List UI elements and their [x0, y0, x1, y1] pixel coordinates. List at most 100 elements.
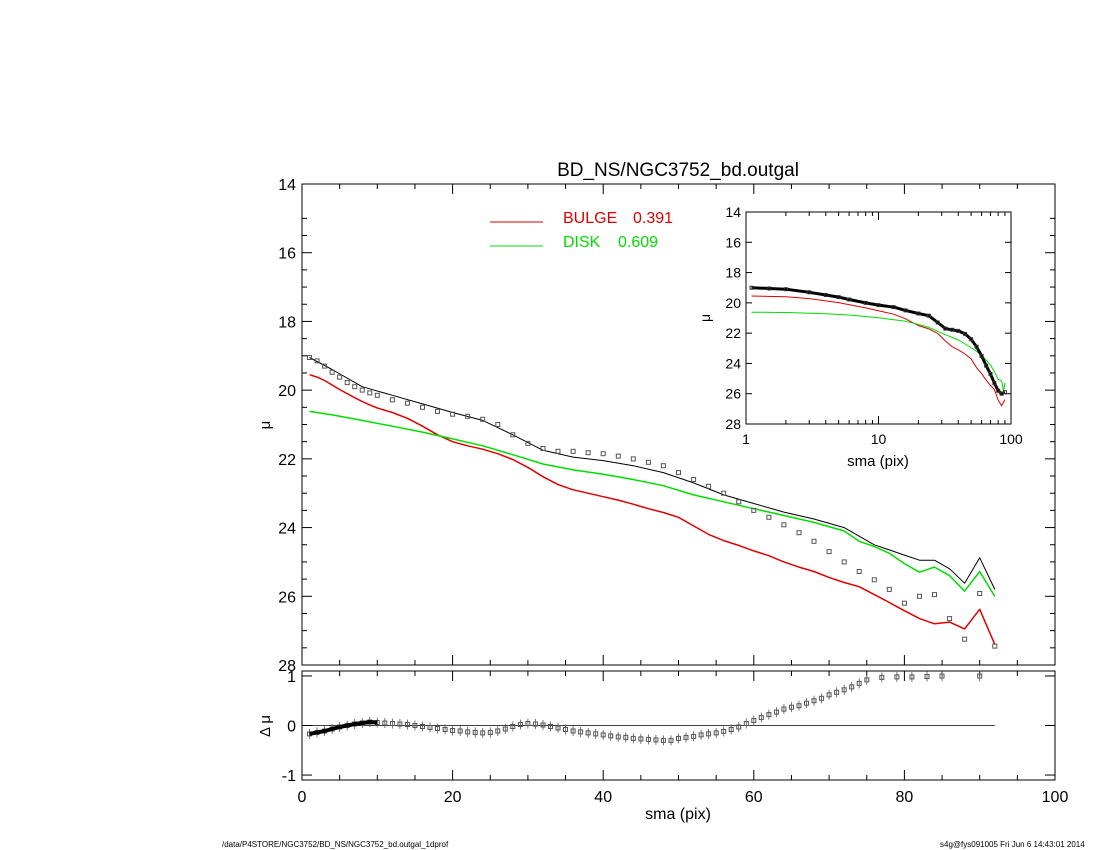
residual-ylabel: Δ μ: [257, 715, 274, 737]
residual-point: [773, 709, 779, 715]
residual-point: [849, 684, 855, 690]
residual-point: [676, 735, 681, 741]
inset-profile-point: [903, 308, 908, 313]
inset-x-tick-label: 10: [871, 431, 887, 447]
inset-profile-point: [984, 363, 989, 368]
residual-point: [389, 721, 395, 726]
legend-bulge-value: 0.391: [633, 210, 673, 227]
residual-point: [819, 695, 825, 701]
residual-point: [510, 724, 516, 729]
residual-point: [834, 689, 840, 695]
residual-point: [856, 680, 862, 686]
profile-point: [450, 411, 456, 417]
inset-profile-point: [749, 285, 754, 290]
residual-point: [743, 721, 749, 726]
profile-point: [811, 538, 817, 544]
profile-point: [736, 499, 742, 505]
main-ticks: 14 16 18 20 22 24 26 28: [278, 177, 1056, 675]
inset-profile-point: [847, 297, 852, 302]
legend-disk-label: DISK: [563, 234, 601, 251]
inset-xlabel: sma (pix): [847, 453, 909, 470]
profile-point: [660, 463, 666, 469]
profile-point: [540, 446, 546, 451]
profile-point: [389, 397, 395, 403]
residual-point: [864, 677, 870, 683]
residual-point: [382, 720, 388, 726]
profile-point: [600, 451, 606, 457]
residual-point: [638, 736, 644, 742]
profile-point: [947, 616, 953, 622]
profile-point: [374, 392, 380, 398]
main-y-tick-label: 28: [278, 658, 296, 675]
inset-marks: [749, 285, 1007, 407]
residual-point: [713, 730, 719, 736]
main-panel: 14 16 18 20 22 24 26 28 μ BULGE 0.391 DISK 0.60…: [257, 177, 1056, 675]
residual-point: [811, 698, 817, 704]
residual-point: [653, 737, 659, 743]
residual-point: [804, 700, 809, 706]
residual-point: [532, 721, 538, 727]
residual-point: [668, 737, 674, 743]
main-y-tick-label: 18: [278, 314, 296, 331]
profile-point: [510, 432, 516, 438]
profile-point: [826, 549, 832, 555]
profile-point: [352, 384, 358, 390]
residual-point: [525, 721, 531, 726]
residual-xlabel: sma (pix): [645, 806, 711, 823]
residual-point: [600, 732, 606, 738]
inset-y-tick-label: 24: [725, 355, 741, 371]
residual-point: [706, 731, 712, 737]
inset-profile-band: [751, 286, 1006, 396]
residual-point: [630, 735, 636, 741]
profile-point: [314, 358, 320, 364]
residual-point: [495, 728, 501, 734]
inset-profile-point: [863, 300, 868, 305]
residual-point: [758, 715, 764, 721]
inset-profile-point: [807, 290, 812, 295]
residual-y-tick-label: -1: [282, 768, 296, 785]
main-y-tick-label: 20: [278, 383, 296, 400]
inset-profile-point: [1002, 390, 1007, 395]
inset-profile-point: [963, 331, 968, 336]
residual-point: [766, 712, 772, 718]
residual-point: [751, 718, 757, 723]
inset-profile-point: [926, 313, 931, 318]
profile-point: [932, 592, 937, 598]
residual-point: [977, 673, 983, 679]
profile-point: [691, 477, 697, 482]
profile-point: [886, 586, 892, 592]
inset-profile-point: [891, 305, 896, 310]
residual-x-tick-label: 100: [1042, 789, 1069, 806]
profile-point: [435, 408, 440, 414]
profile-point: [329, 369, 335, 375]
inset-y-tick-label: 20: [725, 295, 741, 311]
residual-point: [480, 730, 486, 736]
residual-point: [645, 736, 651, 742]
residual-point: [472, 729, 478, 735]
residual-point: [894, 674, 900, 680]
residual-x-tick-label: 60: [745, 789, 763, 806]
residual-point: [563, 727, 568, 732]
profile-point: [322, 363, 328, 369]
profile-point: [307, 355, 312, 360]
profile-point: [721, 490, 727, 496]
legend-disk-value: 0.609: [618, 234, 658, 251]
profile-point: [585, 450, 591, 456]
inset-y-tick-label: 16: [725, 234, 741, 250]
residual-point: [683, 734, 689, 740]
inset-ylabel: μ: [697, 314, 713, 322]
profile-point: [841, 559, 847, 565]
residual-point: [939, 673, 945, 679]
inset-profile-point: [974, 344, 979, 349]
residual-point: [404, 722, 410, 727]
inset-profile-point: [992, 381, 997, 386]
chart-title: BD_NS/NGC3752_bd.outgal: [557, 160, 799, 181]
residual-point: [736, 724, 742, 730]
residual-point: [457, 728, 463, 734]
profile-point: [977, 591, 983, 596]
inset-disk-line: [751, 311, 1006, 392]
profile-point: [856, 569, 862, 574]
